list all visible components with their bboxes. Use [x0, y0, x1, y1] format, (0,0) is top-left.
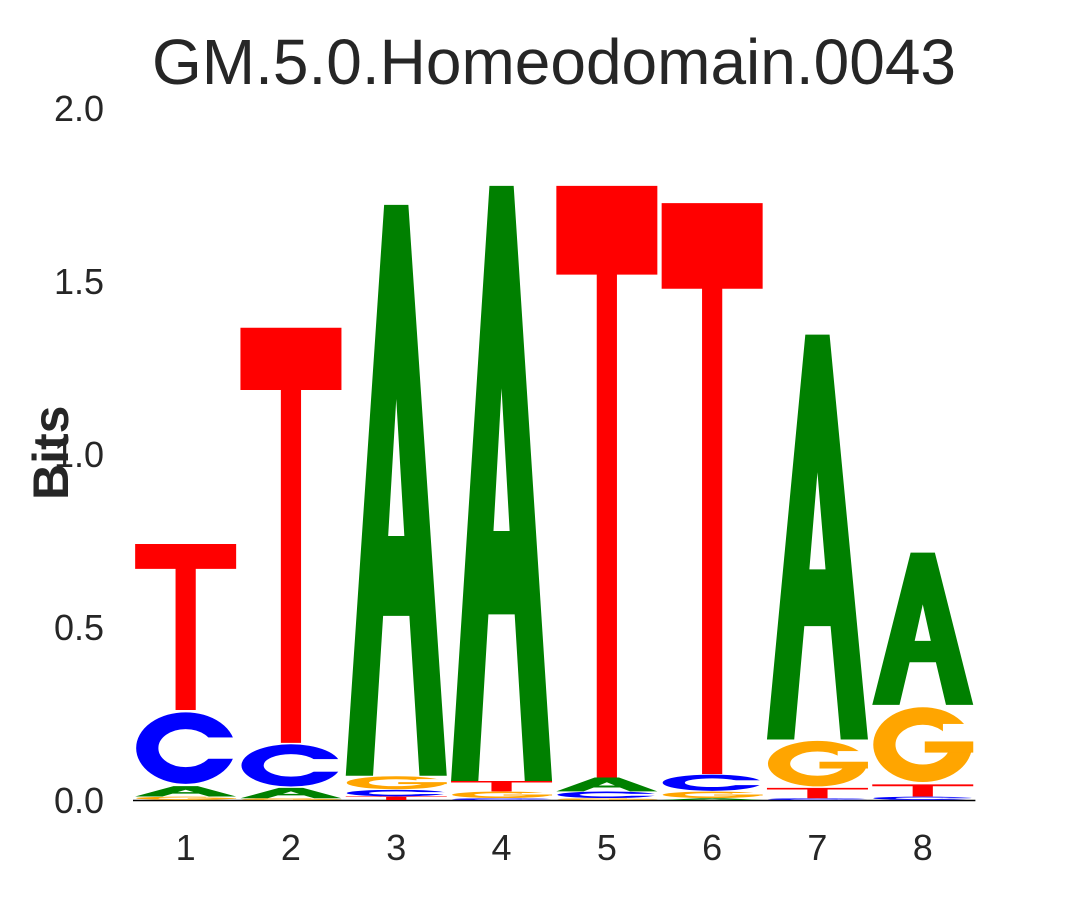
x-tick-label: 7: [807, 827, 827, 868]
logo-letter-g-pos-3: [346, 776, 449, 790]
logo-letter-c-pos-1: [136, 712, 239, 784]
logo-letter-t-pos-3: [345, 796, 447, 800]
logo-letter-g-pos-1: [136, 796, 239, 800]
logo-letter-a-pos-6: [661, 798, 763, 800]
y-tick-label: 1.5: [54, 261, 104, 302]
y-tick-label: 0.0: [54, 780, 104, 821]
logo-letter-a-pos-5: [556, 777, 658, 792]
logo-letter-a-pos-1: [135, 786, 237, 797]
logo-letter-t-pos-7: [766, 787, 868, 799]
y-tick-label: 0.5: [54, 607, 104, 648]
logo-letter-t-pos-2: [240, 327, 342, 743]
x-tick-label: 6: [702, 827, 722, 868]
y-tick-label: 2.0: [54, 88, 104, 129]
logo-letter-a-pos-4: [451, 185, 553, 781]
x-tick-label: 1: [176, 827, 196, 868]
logo-letter-t-pos-5: [556, 185, 658, 778]
logo-letter-a-pos-8: [872, 552, 974, 705]
y-tick-label: 1.0: [54, 434, 104, 475]
x-tick-label: 4: [492, 827, 512, 868]
logo-letter-t-pos-6: [661, 203, 763, 775]
logo-letter-g-pos-5: [557, 798, 660, 800]
logo-letter-c-pos-6: [662, 774, 765, 791]
logo-letter-t-pos-1: [135, 543, 237, 711]
logo-letter-a-pos-7: [766, 334, 868, 740]
logo-letter-g-pos-4: [452, 791, 555, 799]
logo-letter-c-pos-4: [452, 798, 555, 800]
x-tick-label: 8: [913, 827, 933, 868]
x-tick-label: 5: [597, 827, 617, 868]
logo-letter-g-pos-6: [662, 791, 765, 799]
x-tick-label: 2: [281, 827, 301, 868]
logo-letter-c-pos-3: [346, 789, 449, 797]
logo-letter-a-pos-3: [345, 204, 447, 776]
logo-letter-c-pos-5: [557, 791, 660, 799]
logo-letter-c-pos-2: [241, 744, 344, 787]
logo-letter-t-pos-4: [451, 780, 553, 792]
logo-letter-t-pos-8: [872, 784, 974, 797]
logo-letter-a-pos-2: [240, 787, 342, 799]
logo-letter-c-pos-7: [767, 798, 870, 800]
chart-title: GM.5.0.Homeodomain.0043: [152, 26, 956, 98]
logo-letter-g-pos-8: [873, 707, 976, 782]
logo-letter-g-pos-2: [241, 798, 344, 800]
logo-letter-c-pos-8: [873, 796, 976, 800]
x-tick-label: 3: [386, 827, 406, 868]
logo-letter-g-pos-7: [767, 740, 870, 787]
